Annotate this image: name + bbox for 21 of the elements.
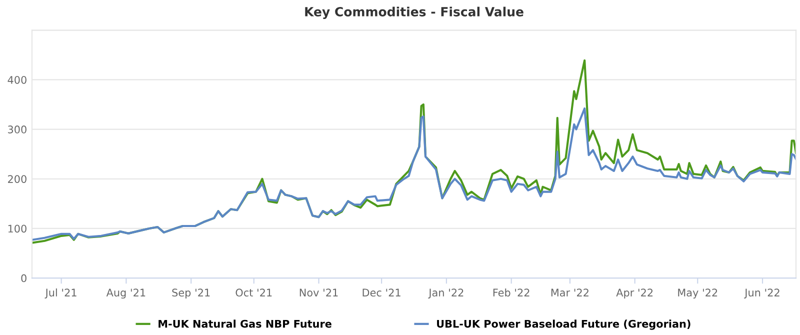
x-tick-label: Mar '22 xyxy=(551,288,588,297)
x-tick-label: May '22 xyxy=(678,288,718,299)
chart-title: Key Commodities - Fiscal Value xyxy=(305,6,524,19)
line-series xyxy=(32,107,796,241)
y-tick-label: 200 xyxy=(8,175,26,183)
y-tick-label: 100 xyxy=(8,224,26,233)
y-tick-label: 400 xyxy=(8,76,26,84)
x-tick-label: Dec '21 xyxy=(362,288,400,297)
x-tick-label: Jan '22 xyxy=(428,288,464,298)
x-tick-label: Jun '22 xyxy=(744,288,780,298)
x-tick-label: Oct '21 xyxy=(236,288,272,297)
x-tick-label: Sep '21 xyxy=(172,288,210,299)
y-tick-label: 300 xyxy=(8,126,26,134)
x-tick-label: Feb '22 xyxy=(493,288,530,297)
x-tick-label: Apr '22 xyxy=(616,288,653,299)
legend-label: M-UK Natural Gas NBP Future xyxy=(158,320,332,328)
x-tick-label: Nov '21 xyxy=(300,288,338,297)
y-tick-label: 0 xyxy=(21,274,26,282)
legend-label: UBL-UK Power Baseload Future (Gregorian) xyxy=(437,320,690,330)
x-tick-label: Jul '21 xyxy=(44,288,76,298)
x-tick-label: Aug '21 xyxy=(106,288,146,299)
